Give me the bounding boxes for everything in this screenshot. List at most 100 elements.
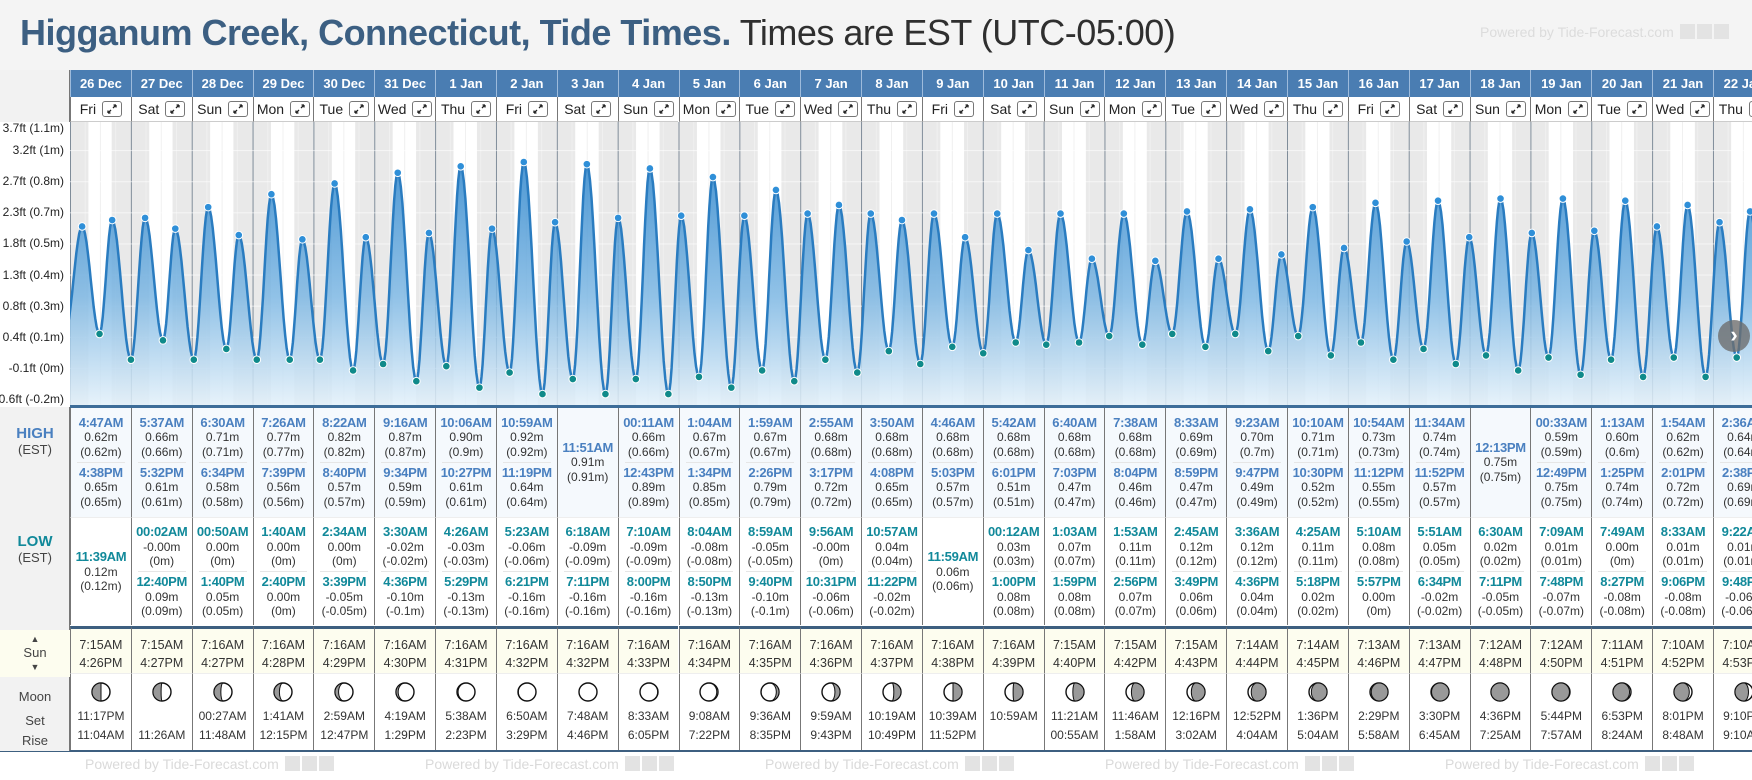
low-tide-point[interactable] (1011, 338, 1021, 347)
low-tide-point[interactable] (1201, 342, 1210, 352)
high-tide-point[interactable] (897, 215, 907, 225)
expand-day-icon[interactable] (1443, 101, 1464, 117)
high-tide-point[interactable] (740, 211, 749, 221)
high-tide-point[interactable] (424, 228, 434, 238)
expand-day-icon[interactable] (1201, 101, 1222, 117)
high-tide-point[interactable] (1464, 232, 1474, 242)
high-tide-point[interactable] (203, 202, 213, 212)
high-tide-point[interactable] (708, 172, 718, 182)
high-tide-point[interactable] (1745, 207, 1752, 216)
expand-day-icon[interactable] (1079, 101, 1100, 117)
low-tide-point[interactable] (505, 368, 514, 377)
expand-day-icon[interactable] (897, 101, 918, 117)
low-tide-point[interactable] (1263, 346, 1273, 356)
low-tide-point[interactable] (1638, 372, 1648, 382)
low-tide-point[interactable] (1138, 340, 1147, 349)
low-tide-point[interactable] (601, 389, 610, 399)
high-tide-point[interactable] (1339, 243, 1349, 253)
high-tide-point[interactable] (1527, 228, 1537, 238)
expand-day-icon[interactable] (228, 101, 249, 117)
low-tide-point[interactable] (1104, 331, 1114, 341)
expand-day-icon[interactable] (1264, 101, 1285, 117)
low-tide-point[interactable] (378, 359, 388, 369)
low-tide-point[interactable] (252, 355, 262, 364)
next-days-button[interactable]: › (1718, 320, 1750, 352)
high-tide-point[interactable] (834, 200, 844, 210)
high-tide-point[interactable] (929, 209, 939, 218)
low-tide-point[interactable] (1701, 372, 1710, 382)
low-tide-point[interactable] (1481, 351, 1491, 360)
high-tide-point[interactable] (1119, 209, 1129, 218)
low-tide-point[interactable] (1167, 329, 1177, 339)
high-tide-point[interactable] (866, 209, 876, 218)
high-tide-point[interactable] (107, 215, 117, 225)
low-tide-point[interactable] (1669, 353, 1679, 362)
low-tide-point[interactable] (631, 374, 641, 384)
low-tide-point[interactable] (694, 372, 704, 382)
high-tide-point[interactable] (1308, 202, 1318, 212)
expand-day-icon[interactable] (528, 101, 549, 117)
high-tide-point[interactable] (1024, 245, 1033, 255)
expand-day-icon[interactable] (654, 101, 675, 117)
high-tide-point[interactable] (1371, 198, 1380, 208)
high-tide-point[interactable] (361, 232, 371, 242)
low-tide-point[interactable] (315, 355, 325, 364)
low-tide-point[interactable] (538, 389, 547, 399)
low-tide-point[interactable] (348, 366, 358, 375)
low-tide-point[interactable] (947, 342, 957, 352)
expand-day-icon[interactable] (838, 101, 859, 117)
low-tide-point[interactable] (1513, 366, 1523, 375)
low-tide-point[interactable] (978, 348, 988, 358)
high-tide-point[interactable] (487, 224, 497, 233)
high-tide-point[interactable] (1214, 254, 1223, 263)
low-tide-point[interactable] (222, 344, 231, 354)
expand-day-icon[interactable] (1017, 101, 1038, 117)
low-tide-point[interactable] (1326, 351, 1336, 360)
expand-day-icon[interactable] (1322, 101, 1343, 117)
high-tide-point[interactable] (298, 235, 307, 244)
low-tide-point[interactable] (1576, 370, 1585, 380)
expand-day-icon[interactable] (1567, 101, 1588, 117)
high-tide-point[interactable] (550, 217, 560, 227)
low-tide-point[interactable] (1544, 353, 1553, 362)
high-tide-point[interactable] (1652, 222, 1662, 231)
high-tide-point[interactable] (267, 189, 276, 199)
low-tide-point[interactable] (189, 355, 199, 364)
high-tide-point[interactable] (330, 179, 339, 188)
low-tide-point[interactable] (1451, 359, 1461, 369)
low-tide-point[interactable] (1293, 331, 1303, 341)
expand-day-icon[interactable] (1141, 101, 1162, 117)
low-tide-point[interactable] (568, 374, 578, 384)
low-tide-point[interactable] (789, 376, 799, 386)
low-tide-point[interactable] (1419, 344, 1428, 354)
low-tide-point[interactable] (727, 383, 736, 392)
low-tide-point[interactable] (1389, 355, 1398, 364)
high-tide-point[interactable] (1558, 194, 1568, 203)
low-tide-point[interactable] (1356, 338, 1366, 347)
high-tide-point[interactable] (140, 213, 150, 223)
high-tide-point[interactable] (519, 157, 529, 167)
high-tide-point[interactable] (803, 209, 812, 218)
high-tide-point[interactable] (1590, 226, 1599, 236)
low-tide-point[interactable] (821, 355, 830, 364)
high-tide-point[interactable] (1683, 200, 1692, 210)
expand-day-icon[interactable] (953, 101, 974, 117)
expand-day-icon[interactable] (290, 101, 311, 117)
expand-day-icon[interactable] (471, 101, 492, 117)
high-tide-point[interactable] (1620, 196, 1630, 205)
high-tide-point[interactable] (1087, 254, 1097, 263)
low-tide-point[interactable] (158, 336, 168, 345)
high-tide-point[interactable] (1715, 217, 1724, 227)
high-tide-point[interactable] (393, 168, 403, 178)
expand-day-icon[interactable] (1505, 101, 1526, 117)
low-tide-point[interactable] (1230, 329, 1240, 339)
low-tide-point[interactable] (884, 346, 894, 356)
low-tide-point[interactable] (95, 329, 104, 339)
high-tide-point[interactable] (771, 185, 781, 195)
high-tide-point[interactable] (1277, 250, 1286, 259)
high-tide-point[interactable] (960, 232, 970, 242)
low-tide-point[interactable] (285, 355, 295, 364)
high-tide-point[interactable] (1056, 209, 1065, 218)
low-tide-point[interactable] (664, 389, 673, 399)
expand-day-icon[interactable] (1690, 101, 1711, 117)
